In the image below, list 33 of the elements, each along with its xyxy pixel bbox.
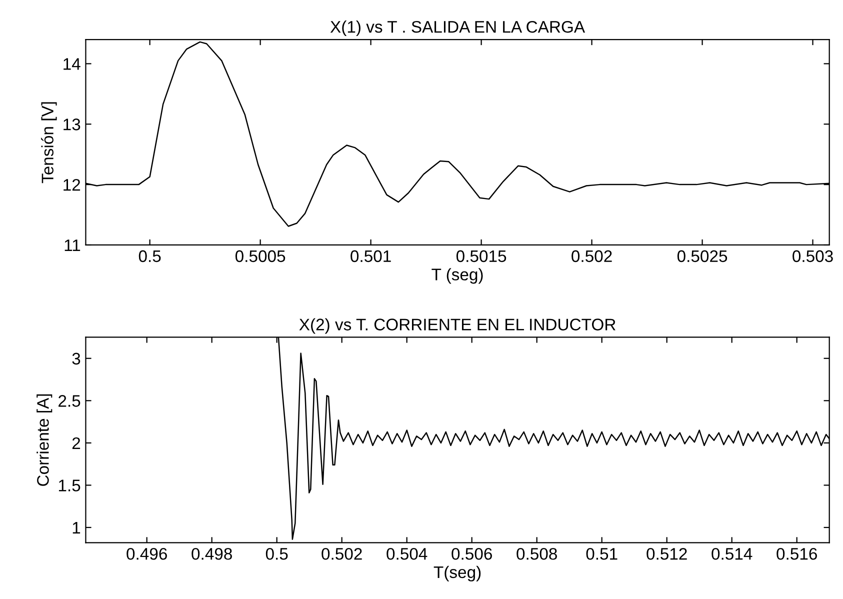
x-tick-label: 0.501 [350, 250, 391, 262]
x-tick-label: 0.5025 [677, 250, 728, 262]
x-tick-label: 0.5 [138, 250, 161, 262]
x-tick-label: 0.5 [266, 548, 288, 560]
x-tick-label: 0.502 [572, 250, 612, 262]
y-tick-label: 2.5 [58, 395, 80, 407]
x-tick-label: 0.512 [646, 548, 687, 560]
y-tick-label: 2 [72, 437, 80, 449]
x-axis-title: T(seg) [434, 566, 481, 582]
y-axis-title: Tensión [V] [41, 102, 57, 184]
x-axis-title: T (seg) [432, 268, 483, 284]
x-tick-label: 0.516 [776, 548, 817, 560]
x-tick-label: 0.5005 [235, 250, 286, 262]
x-tick-label: 0.503 [792, 250, 833, 262]
y-tick-label: 3 [72, 352, 80, 365]
y-tick-label: 12 [64, 178, 80, 191]
x-tick-label: 0.496 [126, 548, 167, 560]
x-tick-label: 0.502 [322, 548, 362, 560]
y-axis-title: Corriente [A] [36, 394, 52, 486]
x-tick-label: 0.51 [586, 548, 618, 560]
y-tick-label: 1 [72, 522, 80, 534]
x-tick-label: 0.514 [712, 548, 752, 560]
y-tick-label: 13 [64, 118, 80, 130]
y-tick-label: 14 [64, 58, 80, 70]
chart-title: X(2) vs T. CORRIENTE EN EL INDUCTOR [299, 318, 616, 334]
x-tick-label: 0.5015 [456, 250, 506, 262]
x-tick-label: 0.508 [516, 548, 557, 560]
x-tick-label: 0.498 [192, 548, 232, 560]
x-tick-label: 0.506 [452, 548, 492, 560]
chart-title: X(1) vs T . SALIDA EN LA CARGA [330, 20, 586, 36]
y-tick-label: 11 [64, 240, 80, 252]
x-tick-label: 0.504 [386, 548, 428, 560]
y-tick-label: 1.5 [58, 480, 80, 492]
